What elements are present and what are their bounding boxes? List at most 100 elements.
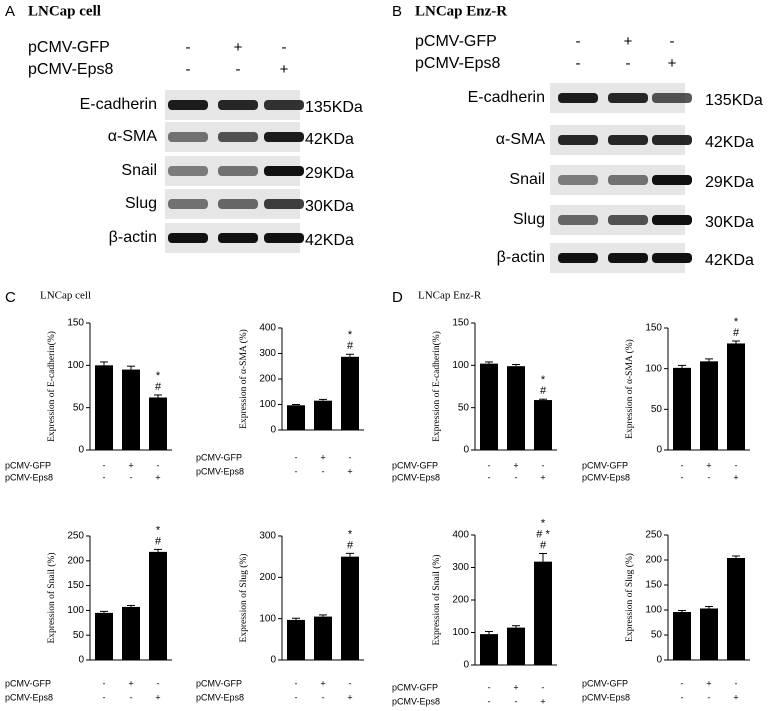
y-tick-label: 100 [452,360,469,371]
blot-band [168,199,208,209]
size-label: 135KDa [705,92,763,109]
bar [480,363,498,450]
protein-label: Slug [125,195,157,212]
condition-name: pCMV-Eps8 [582,472,630,482]
bar [95,365,113,450]
y-tick-label: 0 [78,655,84,666]
bar [287,619,305,660]
condition-name: pCMV-Eps8 [28,61,113,78]
condition-sign: + [733,692,738,702]
bar [122,369,140,450]
y-tick-label: 50 [651,630,663,641]
blot-band [652,215,692,225]
error-bar [732,555,740,558]
bar [727,343,745,450]
significance-mark: * [541,517,546,529]
condition-sign: - [488,696,491,706]
protein-label: α-SMA [496,131,546,148]
y-tick-label: 100 [645,605,662,616]
bar [480,634,498,665]
y-tick-label: 50 [458,402,470,413]
blot-band [558,135,598,145]
y-axis-label: Expression of Snail (%) [431,554,442,645]
error-bar [678,364,686,368]
y-tick-label: 100 [452,627,469,638]
y-tick-label: 400 [452,530,469,541]
y-tick-label: 250 [645,530,662,541]
condition-name: pCMV-Eps8 [392,696,440,706]
condition-sign: - [626,55,631,72]
condition-sign: + [320,678,325,688]
condition-sign: - [349,452,352,462]
error-bar [100,361,108,366]
condition-name: pCMV-GFP [582,460,628,470]
y-tick-label: 150 [452,318,469,329]
blot-band [608,93,648,103]
bar [507,366,525,450]
panel-label: A [5,3,15,20]
condition-sign: - [103,692,106,702]
blot-band [218,233,258,243]
error-bar [319,398,327,401]
condition-name: pCMV-Eps8 [196,466,244,476]
size-label: 29KDa [305,165,354,182]
y-tick-label: 50 [73,630,85,641]
y-tick-label: 50 [651,404,663,415]
error-bar [485,631,493,635]
condition-sign: + [128,678,133,688]
blot-band [652,253,692,263]
panel-label: D [392,289,403,306]
y-axis-label: Expression of Slug (%) [624,553,635,642]
condition-sign: - [130,472,133,482]
condition-sign: - [708,692,711,702]
condition-name: pCMV-GFP [28,39,110,56]
significance-mark: # [347,340,354,352]
bar [700,608,718,660]
bar [534,561,552,665]
condition-sign: - [735,678,738,688]
blot-band [264,199,304,209]
y-axis-label: Expression of Snail (%) [46,552,57,643]
bar [149,551,167,660]
y-axis-label: Expression of E-cadherin(%) [431,331,442,442]
error-bar [127,604,135,607]
condition-sign: - [236,61,241,78]
y-tick-label: 0 [656,655,662,666]
blot-band [558,215,598,225]
condition-sign: + [540,472,545,482]
condition-sign: + [706,678,711,688]
y-tick-label: 0 [78,445,84,456]
y-tick-label: 200 [259,374,276,385]
condition-sign: - [157,678,160,688]
y-axis-label: Expression of α-SMA (%) [624,339,635,439]
condition-sign: + [540,696,545,706]
blot-band [558,175,598,185]
condition-name: pCMV-Eps8 [415,55,500,72]
condition-name: pCMV-GFP [5,460,51,470]
condition-sign: - [670,33,675,50]
blot-band [558,93,598,103]
panel-label: C [5,289,16,306]
panel-title: LNCap Enz-R [418,290,482,302]
blot-band [652,93,692,103]
condition-sign: + [155,692,160,702]
protein-label: β-actin [109,229,157,246]
condition-name: pCMV-GFP [392,460,438,470]
blot-band [608,135,648,145]
significance-mark: # [155,535,162,547]
bar [287,405,305,430]
condition-sign: + [280,61,289,78]
y-tick-label: 100 [645,363,662,374]
condition-sign: + [706,460,711,470]
significance-mark: # [347,539,354,551]
condition-sign: - [488,682,491,692]
y-tick-label: 200 [259,572,276,583]
bar [727,558,745,660]
blot-band [264,166,304,176]
condition-sign: + [513,682,518,692]
condition-name: pCMV-GFP [392,682,438,692]
condition-sign: - [542,460,545,470]
condition-sign: - [576,33,581,50]
blot-band [264,100,304,110]
condition-name: pCMV-GFP [196,452,242,462]
